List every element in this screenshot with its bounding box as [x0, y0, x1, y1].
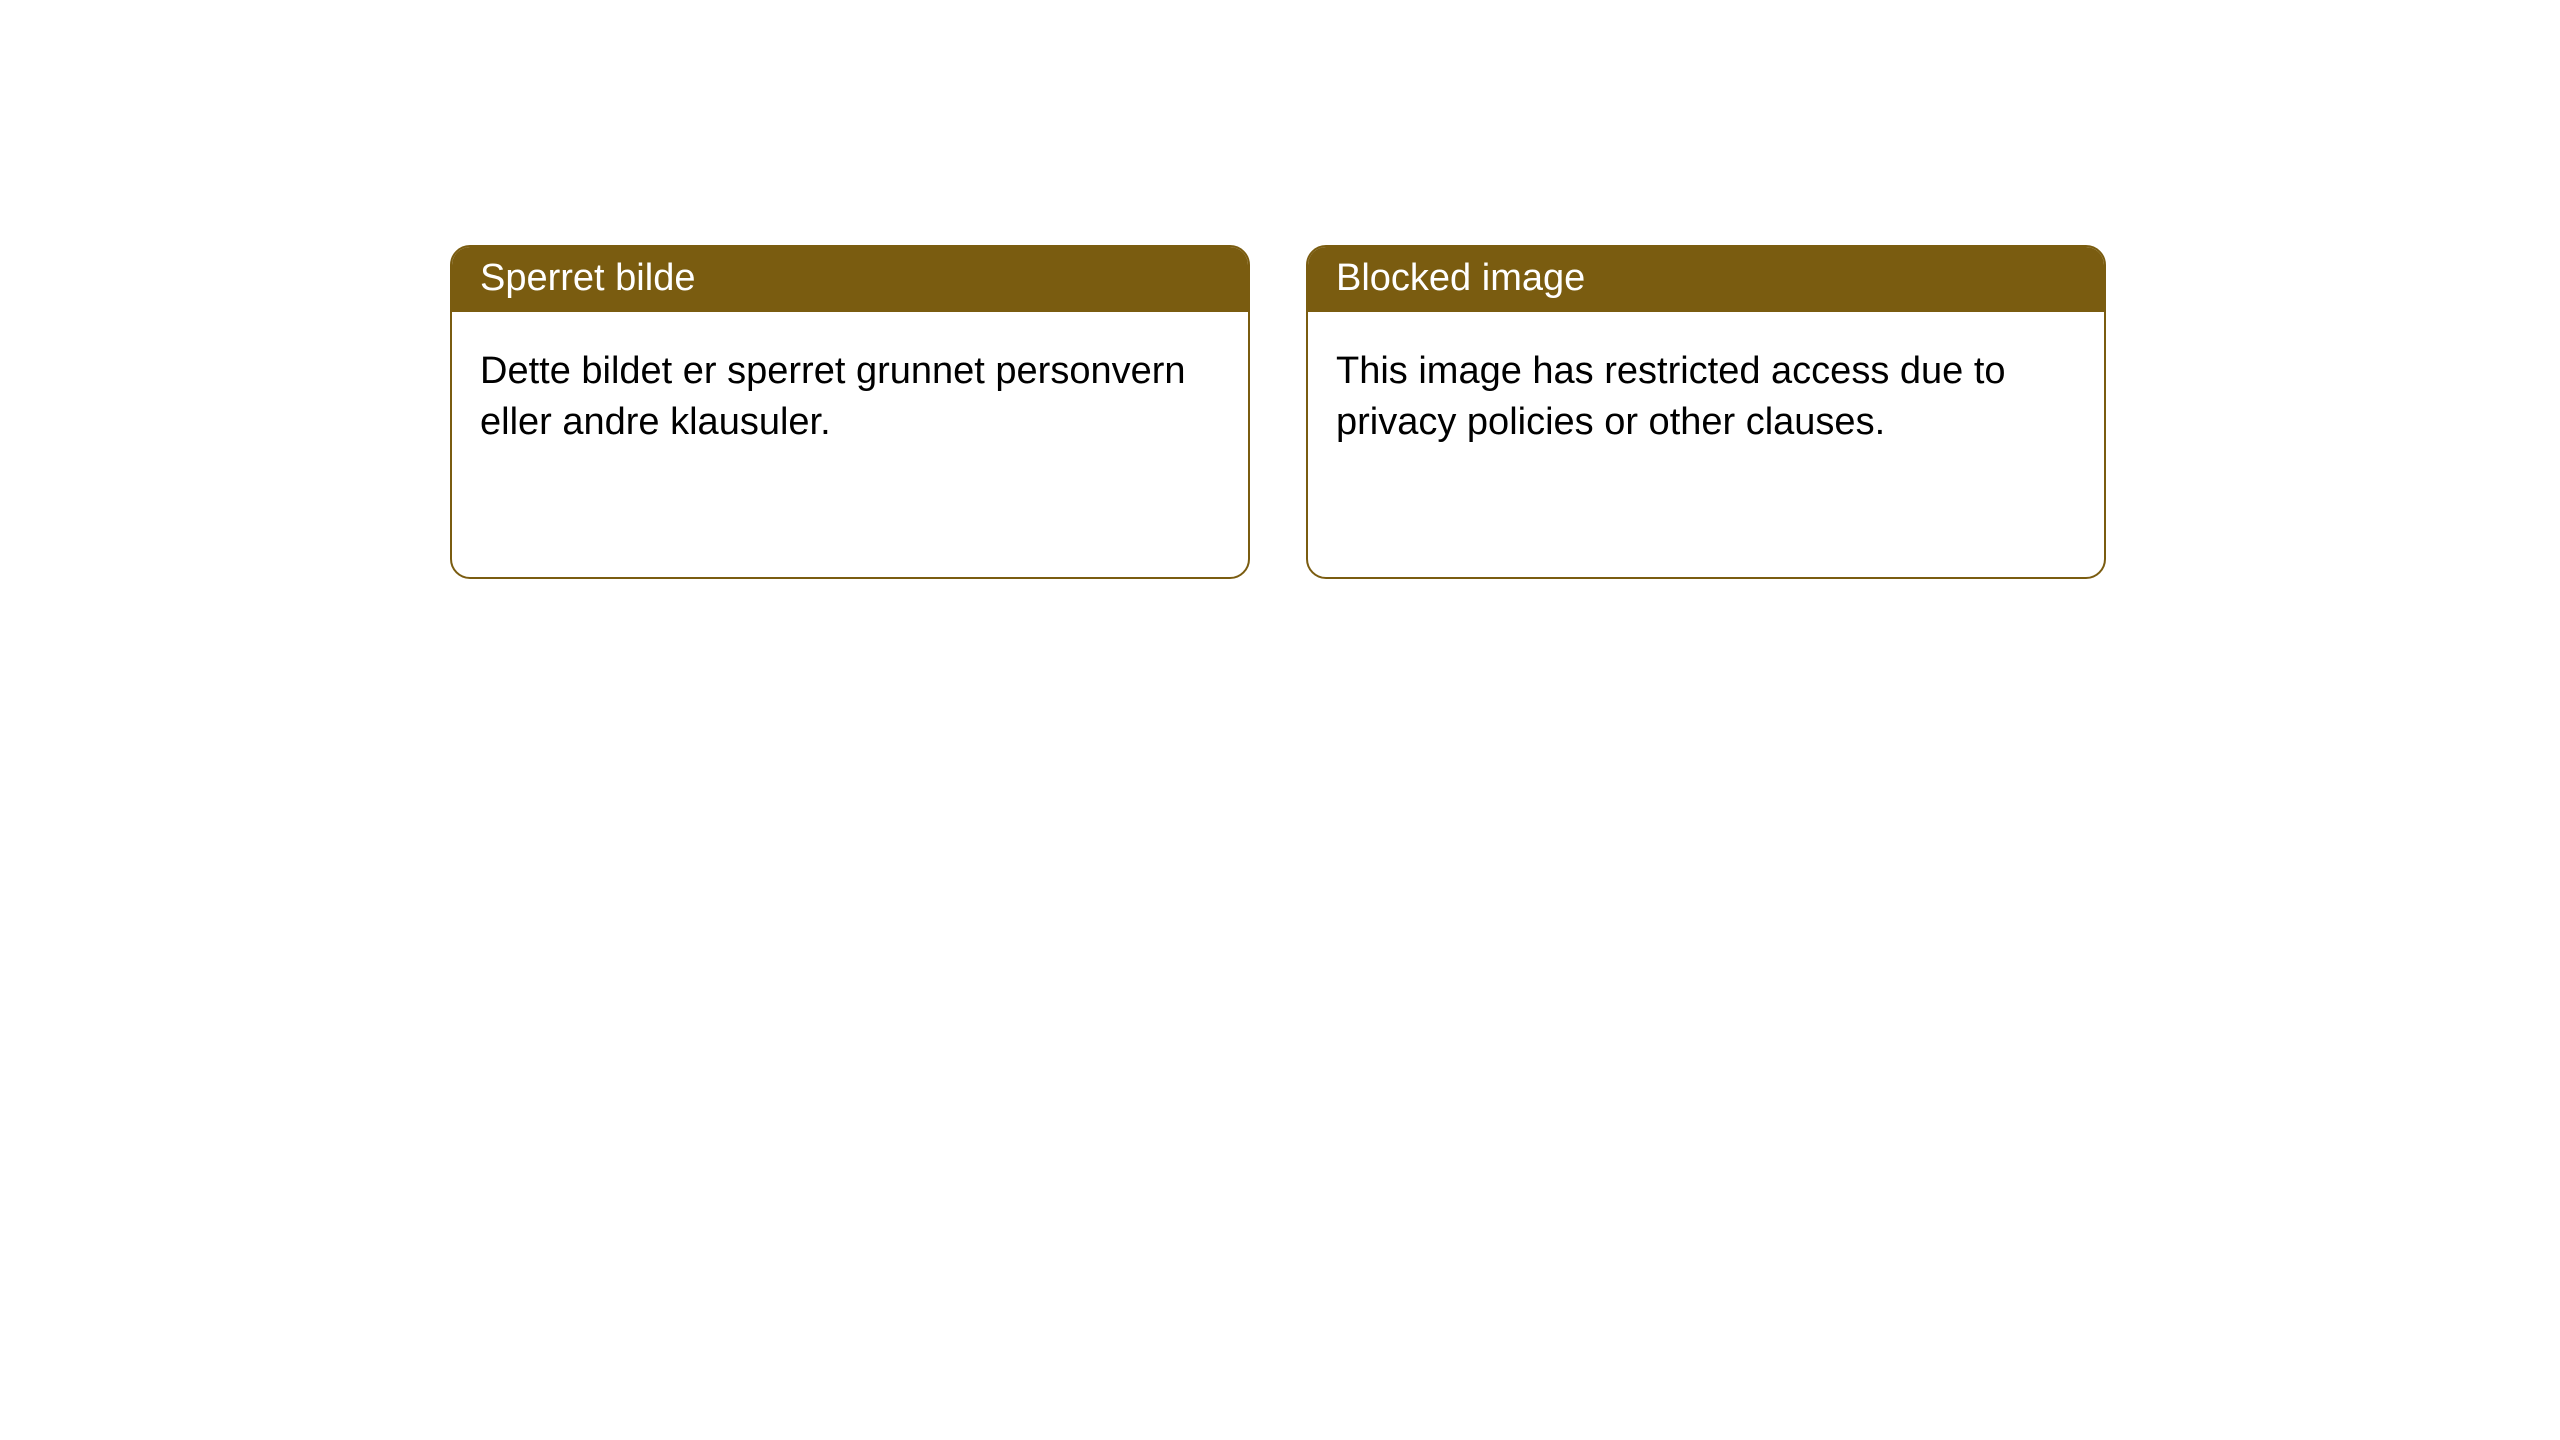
card-body: This image has restricted access due to …: [1308, 312, 2104, 483]
card-header: Sperret bilde: [452, 247, 1248, 312]
card-title: Sperret bilde: [480, 257, 695, 299]
cards-container: Sperret bilde Dette bildet er sperret gr…: [450, 245, 2560, 579]
card-header: Blocked image: [1308, 247, 2104, 312]
card-message: Dette bildet er sperret grunnet personve…: [480, 350, 1186, 443]
card-body: Dette bildet er sperret grunnet personve…: [452, 312, 1248, 483]
blocked-image-card-en: Blocked image This image has restricted …: [1306, 245, 2106, 579]
blocked-image-card-no: Sperret bilde Dette bildet er sperret gr…: [450, 245, 1250, 579]
card-title: Blocked image: [1336, 257, 1585, 299]
card-message: This image has restricted access due to …: [1336, 350, 2006, 443]
